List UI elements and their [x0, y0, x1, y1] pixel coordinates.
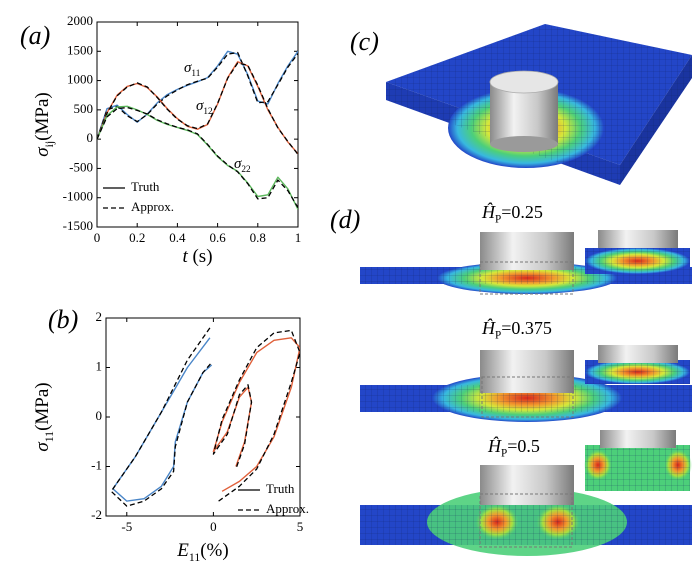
series-label: σ22	[234, 156, 251, 175]
legend-label: Approx.	[266, 501, 309, 516]
value-text: =0.375	[501, 318, 552, 338]
case-label: ĤP=0.25	[481, 201, 543, 226]
value-text: =0.5	[507, 436, 540, 456]
symbol: σ	[196, 98, 204, 114]
symbol: σ	[32, 147, 53, 157]
y-tick-label: 0	[96, 408, 103, 423]
symbol: Ĥ	[481, 317, 496, 338]
symbol: Ĥ	[487, 435, 502, 456]
subscript: 11	[189, 551, 200, 564]
unit: (%)	[200, 540, 228, 561]
y-tick-label: 1500	[67, 42, 93, 57]
x-tick-label: 0	[210, 519, 217, 534]
symbol: σ	[234, 156, 242, 172]
x-axis-label: t (s)	[182, 246, 212, 267]
series-line	[112, 337, 213, 502]
x-tick-label: 0.4	[169, 230, 186, 245]
unit: (MPa)	[32, 92, 53, 141]
series-line	[97, 62, 298, 155]
case-label: ĤP=0.375	[481, 317, 552, 342]
x-tick-label: 1	[295, 230, 302, 245]
subscript: 12	[203, 107, 213, 117]
series-line	[110, 327, 213, 507]
y-tick-label: 2000	[67, 13, 93, 28]
series-line	[97, 105, 298, 210]
panel-label: (d)	[330, 205, 360, 234]
x-tick-label: 0	[94, 230, 101, 245]
x-tick-label: 0.8	[250, 230, 266, 245]
legend-label: Approx.	[131, 199, 174, 214]
panel-label: (c)	[350, 27, 379, 56]
y-tick-label: -2	[91, 507, 102, 522]
series-label: σ12	[196, 98, 213, 117]
series-label: σ11	[184, 60, 201, 79]
x-axis-label: E11(%)	[176, 540, 228, 564]
symbol: E	[176, 540, 189, 561]
subscript: 11	[191, 69, 200, 79]
symbol: Ĥ	[481, 201, 496, 222]
fe-panel-d	[360, 230, 692, 556]
y-tick-label: -1500	[63, 218, 93, 233]
subscript: 22	[241, 165, 251, 175]
unit: (MPa)	[32, 382, 53, 431]
subscript: P	[501, 448, 507, 460]
subscript: P	[495, 214, 501, 226]
x-tick-label: 5	[297, 519, 304, 534]
series-line	[97, 50, 298, 140]
y-axis-label: σij(MPa)	[32, 92, 56, 156]
series-line	[212, 329, 300, 502]
series-line	[97, 106, 298, 209]
y-tick-label: 1	[96, 358, 103, 373]
subscript: P	[495, 330, 501, 342]
unit: (s)	[192, 246, 212, 267]
y-axis-label: σ11(MPa)	[32, 382, 56, 451]
symbol: σ	[184, 60, 192, 76]
y-tick-label: 500	[74, 101, 94, 116]
y-tick-label: -1000	[63, 189, 93, 204]
series-line	[97, 51, 298, 140]
y-tick-label: 1000	[67, 72, 93, 87]
series-line	[212, 337, 300, 492]
x-tick-label: -5	[121, 519, 132, 534]
y-tick-label: 2	[96, 309, 103, 324]
panel-label: (b)	[48, 305, 78, 334]
y-tick-label: -1	[91, 457, 102, 472]
legend-label: Truth	[266, 481, 295, 496]
case-label: ĤP=0.5	[487, 435, 540, 460]
fe-panel-c	[386, 24, 692, 185]
symbol: t	[182, 246, 188, 267]
y-tick-label: -500	[69, 159, 93, 174]
x-tick-label: 0.2	[129, 230, 145, 245]
legend-label: Truth	[131, 179, 160, 194]
plot-frame	[96, 21, 299, 228]
x-tick-label: 0.6	[209, 230, 226, 245]
subscript: 11	[43, 431, 56, 442]
value-text: =0.25	[501, 202, 543, 222]
subscript: ij	[43, 141, 56, 148]
panel-label: (a)	[20, 21, 50, 50]
symbol: σ	[32, 442, 53, 452]
y-tick-label: 0	[87, 130, 94, 145]
